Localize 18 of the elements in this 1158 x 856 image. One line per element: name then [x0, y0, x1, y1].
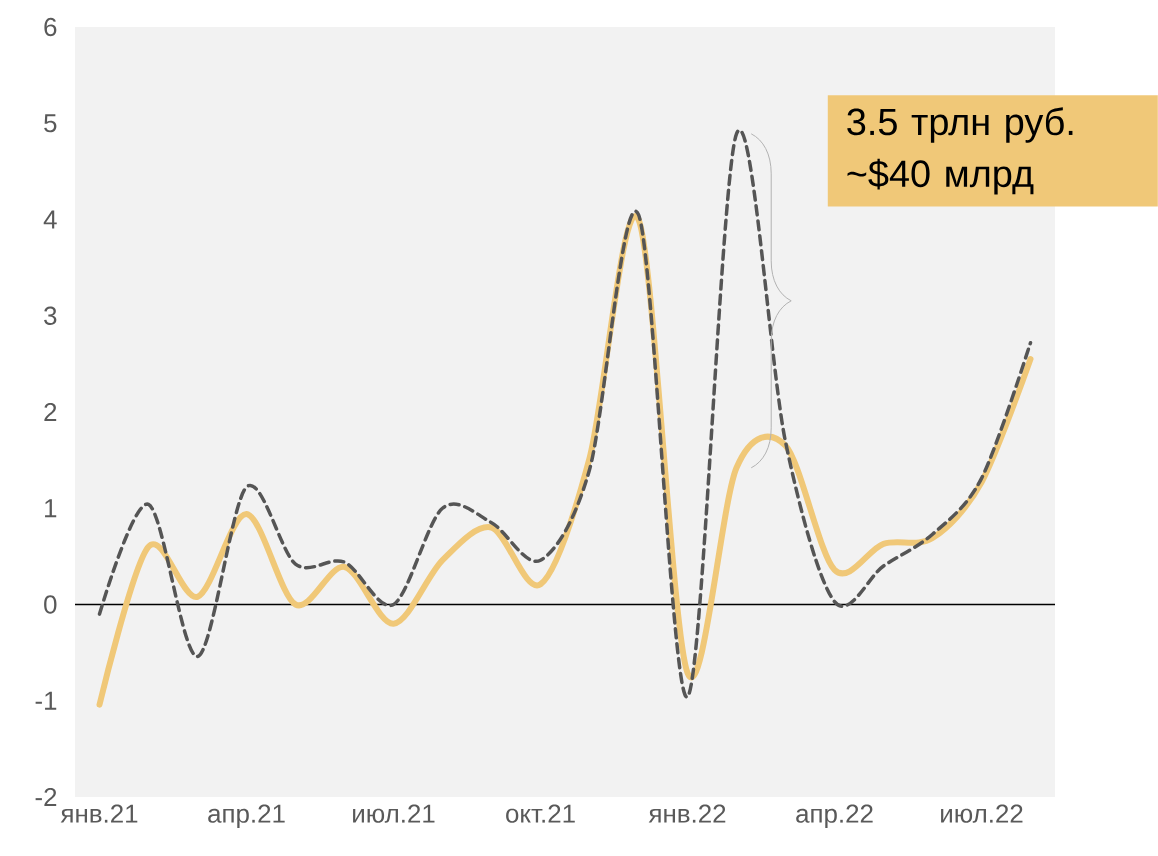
y-tick-label: 3 [44, 306, 57, 325]
y-tick-label: 5 [44, 114, 57, 133]
y-tick-label: 1 [45, 499, 57, 518]
x-tick-label: апр.21 [208, 804, 285, 828]
x-tick-label: июл.21 [353, 804, 435, 823]
x-tick-label: янв.22 [648, 804, 726, 823]
annotation: ~$40 млрд [847, 158, 1034, 195]
y-tick-label: 4 [43, 210, 57, 229]
y-tick-label: 0 [44, 595, 57, 614]
x-tick-label: июл.22 [941, 804, 1023, 823]
y-tick-label: 6 [44, 17, 57, 37]
annotation: 3.5 трлн руб. [847, 107, 1073, 143]
y-tick-label: 2 [44, 402, 57, 422]
x-tick-label: апр.22 [796, 804, 873, 828]
x-tick-label: окт.21 [506, 804, 575, 823]
y-tick-label: -1 [35, 691, 57, 710]
x-tick-label: янв.21 [60, 804, 138, 823]
y-tick-label: -2 [35, 787, 57, 807]
